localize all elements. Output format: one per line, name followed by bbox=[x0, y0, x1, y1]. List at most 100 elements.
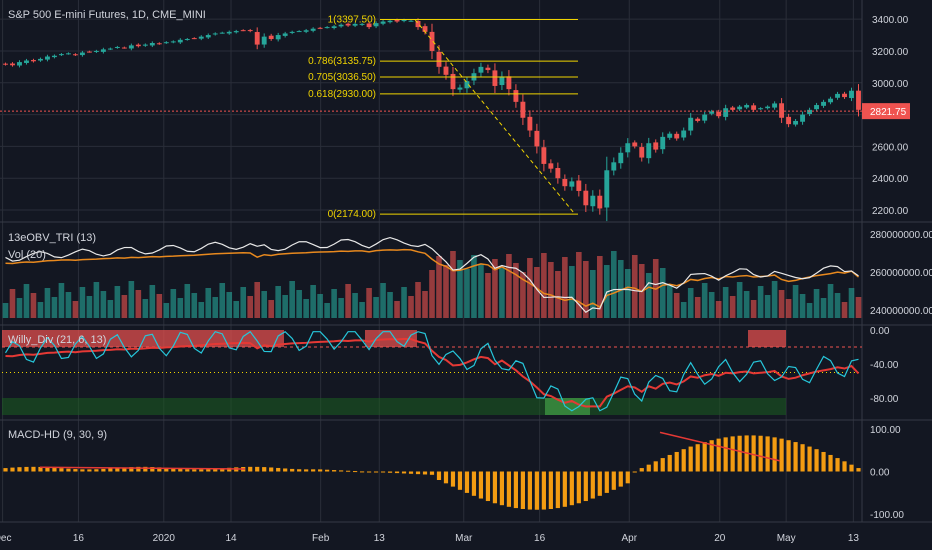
candle-body[interactable] bbox=[562, 178, 568, 187]
candle-body[interactable] bbox=[772, 103, 778, 108]
candle-body[interactable] bbox=[247, 30, 253, 32]
candle-body[interactable] bbox=[345, 23, 351, 26]
candle-body[interactable] bbox=[3, 63, 8, 65]
candle-body[interactable] bbox=[177, 39, 183, 43]
candle-body[interactable] bbox=[142, 44, 148, 46]
candle-body[interactable] bbox=[429, 31, 435, 51]
candle-body[interactable] bbox=[464, 81, 470, 89]
candle-body[interactable] bbox=[58, 54, 64, 56]
macd-pane[interactable] bbox=[3, 431, 861, 510]
candle-body[interactable] bbox=[723, 108, 729, 117]
candle-body[interactable] bbox=[219, 32, 225, 34]
candle-body[interactable] bbox=[485, 67, 491, 71]
candle-body[interactable] bbox=[163, 42, 169, 44]
candle-body[interactable] bbox=[765, 106, 771, 109]
candle-body[interactable] bbox=[856, 90, 861, 110]
candle-body[interactable] bbox=[170, 41, 176, 43]
candle-body[interactable] bbox=[10, 63, 15, 66]
candle-body[interactable] bbox=[807, 109, 813, 114]
candle-body[interactable] bbox=[667, 133, 673, 138]
candle-body[interactable] bbox=[576, 180, 582, 191]
candle-body[interactable] bbox=[415, 20, 421, 28]
candle-body[interactable] bbox=[149, 43, 155, 46]
candle-body[interactable] bbox=[758, 108, 764, 110]
candle-body[interactable] bbox=[93, 50, 99, 52]
candle-body[interactable] bbox=[198, 36, 204, 39]
candle-body[interactable] bbox=[842, 93, 847, 98]
fib-retracement[interactable]: 1(3397.50) 0.786(3135.75) 0.705(3036.50) 0.… bbox=[308, 15, 578, 221]
candle-body[interactable] bbox=[31, 60, 36, 62]
candle-body[interactable] bbox=[156, 43, 162, 45]
candle-body[interactable] bbox=[653, 142, 659, 150]
candle-body[interactable] bbox=[72, 54, 78, 56]
candle-body[interactable] bbox=[24, 60, 29, 63]
candle-body[interactable] bbox=[114, 46, 120, 48]
candle-body[interactable] bbox=[821, 101, 826, 106]
candle-body[interactable] bbox=[492, 70, 498, 86]
candle-body[interactable] bbox=[541, 147, 547, 164]
candle-body[interactable] bbox=[786, 116, 792, 125]
candle-body[interactable] bbox=[394, 19, 400, 22]
candle-body[interactable] bbox=[17, 62, 22, 66]
candle-body[interactable] bbox=[730, 107, 736, 110]
candle-body[interactable] bbox=[380, 21, 386, 24]
candle-body[interactable] bbox=[828, 98, 833, 103]
candle-body[interactable] bbox=[443, 66, 449, 75]
candle-body[interactable] bbox=[317, 27, 323, 29]
candle-body[interactable] bbox=[716, 111, 722, 117]
candle-body[interactable] bbox=[128, 45, 134, 49]
candle-body[interactable] bbox=[478, 66, 484, 73]
candle-body[interactable] bbox=[401, 19, 407, 22]
candle-body[interactable] bbox=[604, 170, 610, 208]
candle-body[interactable] bbox=[331, 26, 337, 29]
candle-body[interactable] bbox=[79, 52, 85, 56]
candle-body[interactable] bbox=[688, 117, 694, 131]
candle-body[interactable] bbox=[611, 162, 617, 171]
candle-body[interactable] bbox=[625, 143, 631, 153]
candle-body[interactable] bbox=[107, 48, 113, 50]
candle-body[interactable] bbox=[681, 130, 687, 138]
candle-body[interactable] bbox=[793, 120, 799, 125]
candle-body[interactable] bbox=[849, 90, 854, 99]
candle-body[interactable] bbox=[254, 32, 260, 45]
candle-body[interactable] bbox=[86, 51, 92, 53]
candle-body[interactable] bbox=[366, 23, 372, 28]
candle-body[interactable] bbox=[646, 143, 652, 159]
candle-body[interactable] bbox=[555, 168, 561, 179]
candle-body[interactable] bbox=[520, 101, 526, 118]
candle-body[interactable] bbox=[38, 58, 43, 61]
candle-body[interactable] bbox=[814, 105, 819, 110]
willy-pane[interactable] bbox=[2, 330, 862, 415]
candle-body[interactable] bbox=[303, 30, 309, 32]
candle-body[interactable] bbox=[751, 105, 757, 110]
candle-body[interactable] bbox=[45, 56, 50, 60]
candle-body[interactable] bbox=[702, 114, 708, 121]
candle-body[interactable] bbox=[737, 106, 743, 110]
candle-body[interactable] bbox=[373, 23, 379, 27]
candle-body[interactable] bbox=[387, 20, 393, 23]
candle-body[interactable] bbox=[275, 35, 281, 40]
candle-body[interactable] bbox=[240, 30, 246, 32]
candle-body[interactable] bbox=[121, 47, 127, 49]
candle-body[interactable] bbox=[674, 133, 680, 139]
candle-body[interactable] bbox=[800, 114, 806, 122]
candle-body[interactable] bbox=[310, 28, 316, 31]
candle-body[interactable] bbox=[835, 93, 840, 98]
candle-body[interactable] bbox=[338, 24, 344, 27]
candle-body[interactable] bbox=[506, 76, 512, 90]
candle-body[interactable] bbox=[422, 26, 428, 32]
candlesticks[interactable] bbox=[3, 18, 861, 222]
candle-body[interactable] bbox=[296, 31, 302, 33]
candle-body[interactable] bbox=[639, 147, 645, 158]
candle-body[interactable] bbox=[436, 51, 442, 67]
candle-body[interactable] bbox=[184, 39, 190, 41]
candle-body[interactable] bbox=[618, 152, 624, 164]
candle-body[interactable] bbox=[632, 142, 638, 147]
candle-body[interactable] bbox=[205, 35, 211, 38]
candle-body[interactable] bbox=[65, 53, 71, 55]
candle-body[interactable] bbox=[261, 36, 267, 45]
candle-body[interactable] bbox=[499, 76, 505, 86]
candle-body[interactable] bbox=[660, 136, 666, 150]
candle-body[interactable] bbox=[450, 73, 456, 90]
candle-body[interactable] bbox=[709, 111, 715, 114]
